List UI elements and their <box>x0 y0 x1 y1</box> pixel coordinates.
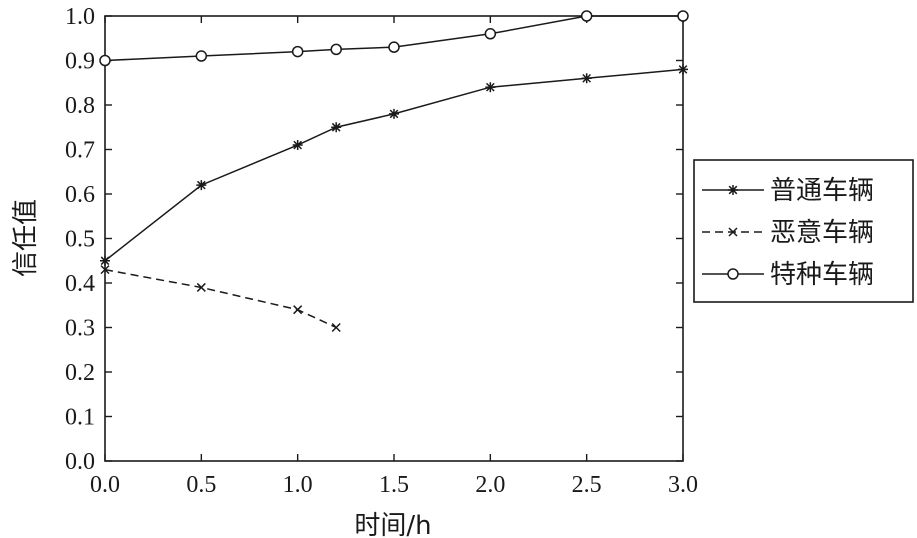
data-point <box>196 282 206 292</box>
legend-label: 普通车辆 <box>770 176 874 206</box>
x-tick-label: 1.0 <box>283 472 313 498</box>
data-point <box>580 10 593 22</box>
data-point <box>100 265 110 275</box>
series-line <box>104 68 684 262</box>
data-point <box>100 255 110 266</box>
x-tick-label: 1.5 <box>379 472 409 498</box>
data-point <box>330 43 342 56</box>
y-tick-label: 0.0 <box>65 449 95 475</box>
legend-label: 特种车辆 <box>770 260 874 290</box>
y-tick-label: 0.5 <box>65 227 95 253</box>
data-point <box>196 180 207 191</box>
data-point <box>389 108 399 119</box>
x-tick-label: 0.0 <box>90 472 120 498</box>
y-tick-label: 1.0 <box>65 4 95 30</box>
y-tick-label: 0.1 <box>65 405 95 431</box>
data-point <box>292 140 303 151</box>
series-line <box>104 15 683 62</box>
data-point <box>291 45 304 58</box>
data-point <box>581 73 592 84</box>
y-tick-label: 0.9 <box>65 49 95 75</box>
legend-marker <box>728 227 738 237</box>
data-point <box>678 64 688 75</box>
data-point <box>293 305 303 315</box>
data-point <box>195 50 208 62</box>
data-point <box>331 122 342 133</box>
legend-item-1: 普通车辆 <box>702 176 874 206</box>
data-point <box>388 41 400 53</box>
y-tick-label: 0.6 <box>65 182 95 208</box>
data-point <box>677 10 689 22</box>
x-tick-label: 2.5 <box>572 472 602 498</box>
x-tick-label: 2.0 <box>475 472 505 498</box>
plot-area-frame <box>104 15 684 462</box>
legend-item-3: 特种车辆 <box>702 260 874 290</box>
x-axis-title: 时间/h <box>354 511 431 538</box>
x-tick-label: 0.5 <box>186 472 216 498</box>
data-point <box>485 82 496 93</box>
y-tick-label: 0.8 <box>65 93 95 119</box>
data-point <box>99 54 111 67</box>
y-tick-label: 0.2 <box>65 360 95 386</box>
data-point <box>331 322 341 333</box>
series-2 <box>100 265 341 333</box>
data-point <box>484 28 497 40</box>
x-tick-label: 3.0 <box>668 472 698 498</box>
series-1 <box>100 64 688 266</box>
legend-item-2: 恶意车辆 <box>702 218 874 248</box>
y-tick-label: 0.7 <box>65 138 95 164</box>
series-line <box>104 268 337 329</box>
y-tick-label: 0.4 <box>65 271 95 297</box>
legend-marker <box>727 268 739 280</box>
legend-label: 恶意车辆 <box>770 218 874 248</box>
series-3 <box>99 10 689 67</box>
y-axis-title: 信任值 <box>11 199 41 277</box>
y-tick-label: 0.3 <box>65 316 95 342</box>
legend-marker <box>728 185 738 195</box>
